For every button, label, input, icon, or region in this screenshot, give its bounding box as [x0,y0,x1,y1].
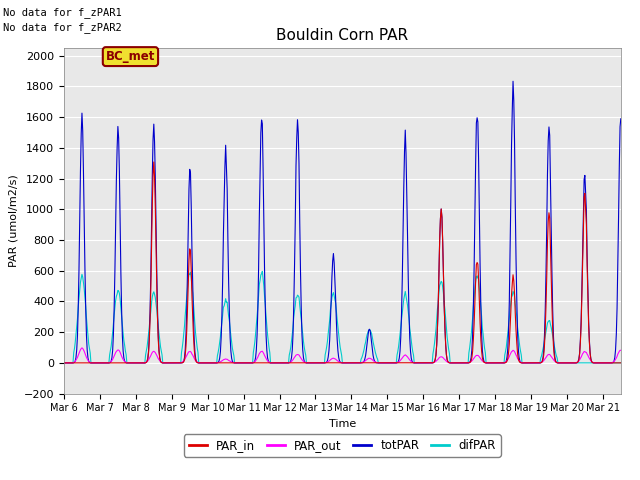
PAR_out [60,360,68,366]
PAR_out [617,348,625,353]
totPAR [229,360,237,365]
difPAR [617,360,625,366]
PAR_out [481,360,489,365]
Text: BC_met: BC_met [106,50,155,63]
totPAR [481,360,488,365]
PAR_out [182,354,190,360]
difPAR [481,350,489,356]
PAR_in [481,360,489,366]
difPAR [342,360,350,366]
totPAR [591,360,599,366]
difPAR [573,360,580,366]
difPAR [259,268,266,274]
totPAR [60,360,68,366]
PAR_out [78,345,86,351]
PAR_in [150,159,157,165]
Legend: PAR_in, PAR_out, totPAR, difPAR: PAR_in, PAR_out, totPAR, difPAR [184,434,500,457]
Line: PAR_out: PAR_out [64,348,621,363]
difPAR [229,349,237,355]
PAR_in [591,360,599,366]
totPAR [573,360,580,366]
PAR_out [591,360,599,366]
totPAR [617,116,625,121]
Line: PAR_in: PAR_in [64,162,621,363]
difPAR [591,360,599,366]
PAR_in [60,360,68,366]
PAR_in [617,360,625,366]
Title: Bouldin Corn PAR: Bouldin Corn PAR [276,28,408,43]
Text: No data for f_zPAR2: No data for f_zPAR2 [3,22,122,33]
Line: totPAR: totPAR [64,81,621,363]
PAR_in [342,360,350,366]
totPAR [509,78,517,84]
difPAR [60,360,68,366]
difPAR [181,312,189,318]
PAR_out [342,360,350,366]
totPAR [181,347,189,352]
Line: difPAR: difPAR [64,271,621,363]
PAR_out [573,360,580,365]
PAR_in [573,360,580,366]
Y-axis label: PAR (umol/m2/s): PAR (umol/m2/s) [8,174,18,267]
X-axis label: Time: Time [329,419,356,429]
PAR_out [230,360,237,366]
totPAR [342,360,349,366]
Text: No data for f_zPAR1: No data for f_zPAR1 [3,7,122,18]
PAR_in [182,343,190,349]
PAR_in [230,360,237,366]
